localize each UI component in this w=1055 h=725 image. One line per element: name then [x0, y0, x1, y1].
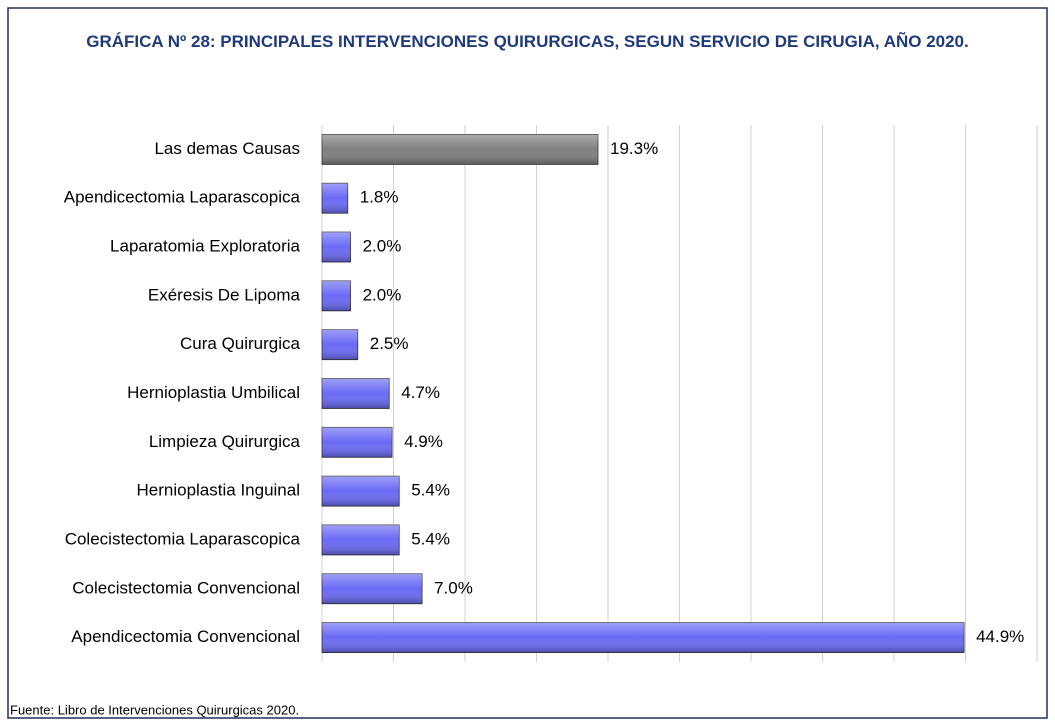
value-label: 19.3%: [610, 139, 658, 158]
y-tick-label: Apendicectomia Convencional: [71, 627, 300, 646]
value-label: 2.5%: [370, 334, 409, 353]
value-label: 7.0%: [434, 578, 473, 597]
bar-shade: [322, 329, 358, 360]
bar-shade: [322, 183, 348, 214]
chart-frame: [7, 7, 1048, 719]
y-tick-label: Hernioplastia Inguinal: [137, 481, 301, 500]
chart-title: GRÁFICA Nº 28: PRINCIPALES INTERVENCIONE…: [86, 32, 969, 51]
value-label: 5.4%: [411, 481, 450, 500]
y-tick-label: Cura Quirurgica: [180, 334, 301, 353]
bar-shade: [322, 280, 351, 311]
bar-shade: [322, 378, 390, 409]
source-note: Fuente: Libro de Intervenciones Quirurgi…: [10, 702, 299, 717]
bar-shade: [322, 427, 393, 458]
y-tick-label: Exéresis De Lipoma: [148, 285, 301, 304]
y-tick-label: Colecistectomia Convencional: [72, 578, 300, 597]
title-box: GRÁFICA Nº 28: PRINCIPALES INTERVENCIONE…: [86, 32, 969, 51]
y-tick-label: Colecistectomia Laparascopica: [65, 529, 301, 548]
bar-shade: [322, 476, 400, 507]
y-tick-label: Las demas Causas: [154, 139, 300, 158]
y-tick-label: Apendicectomia Laparascopica: [64, 188, 301, 207]
bar-shade: [322, 524, 400, 555]
bar-shade: [322, 622, 965, 653]
y-tick-label: Laparatomia Exploratoria: [110, 237, 300, 256]
value-label: 2.0%: [363, 237, 402, 256]
y-tick-label: Hernioplastia Umbilical: [127, 383, 300, 402]
bar-shade: [322, 232, 351, 263]
value-label: 5.4%: [411, 529, 450, 548]
bar-shade: [322, 134, 598, 165]
value-label: 4.7%: [401, 383, 440, 402]
bar-shade: [322, 573, 423, 604]
value-label: 44.9%: [976, 627, 1024, 646]
value-label: 1.8%: [360, 188, 399, 207]
y-tick-label: Limpieza Quirurgica: [149, 432, 301, 451]
value-label: 4.9%: [404, 432, 443, 451]
value-label: 2.0%: [363, 285, 402, 304]
